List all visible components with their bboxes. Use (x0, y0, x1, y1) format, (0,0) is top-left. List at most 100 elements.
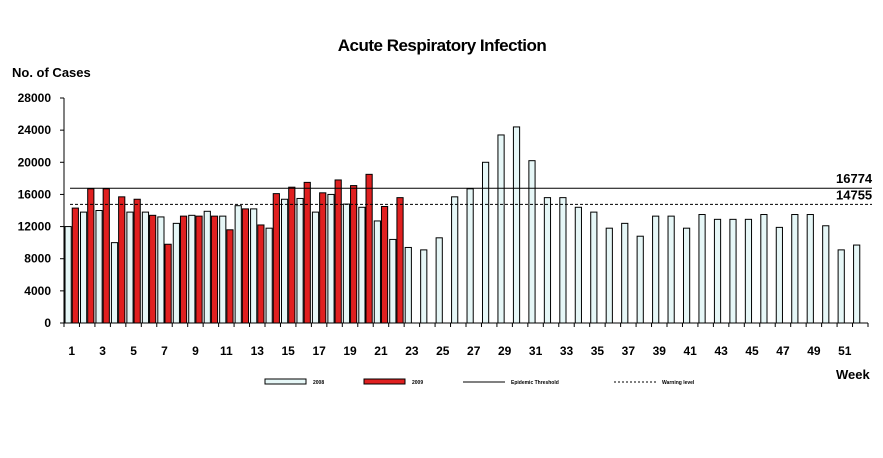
bar-2008-week-23 (404, 246, 412, 324)
bar-2009-week-9 (195, 215, 203, 324)
bars-group (64, 126, 861, 324)
y-tick-label-16000: 16000 (18, 187, 52, 201)
legend-swatch-2008 (264, 378, 307, 385)
bar-2009-week-11 (226, 229, 234, 324)
bar-2008-week-44 (729, 218, 737, 324)
bar-2008-week-14 (265, 227, 273, 324)
bar-2009-week-3 (102, 188, 110, 324)
x-tick-label-33: 33 (560, 344, 574, 358)
bar-2008-week-20 (358, 206, 366, 324)
x-tick-label-27: 27 (467, 344, 481, 358)
bar-2009-week-4 (118, 196, 126, 324)
x-tick-label-37: 37 (622, 344, 636, 358)
bar-2008-week-47 (775, 226, 783, 324)
bar-2008-week-6 (141, 211, 150, 324)
bar-2009-week-19 (350, 185, 358, 324)
bar-2008-week-34 (574, 206, 582, 324)
bar-2009-week-5 (133, 198, 141, 324)
ref-line-label-16774: 16774 (836, 171, 873, 186)
bar-2008-week-3 (95, 210, 103, 324)
x-tick-label-19: 19 (343, 344, 357, 358)
x-tick-label-47: 47 (776, 344, 790, 358)
bar-2008-week-45 (744, 218, 753, 324)
legend: 2008 2009 Epidemic Threshold Warning level (264, 378, 695, 386)
bar-2008-week-32 (543, 197, 552, 324)
bar-2009-week-6 (149, 214, 157, 324)
bar-2008-week-38 (636, 235, 644, 324)
bar-2008-week-41 (682, 227, 691, 324)
x-tick-label-15: 15 (282, 344, 296, 358)
bar-2008-week-7 (157, 216, 165, 324)
x-tick-label-43: 43 (714, 344, 728, 358)
bar-2009-week-13 (257, 224, 265, 324)
y-axis-label: No. of Cases (12, 65, 91, 80)
bar-2008-week-50 (822, 225, 830, 324)
x-tick-label-5: 5 (130, 344, 137, 358)
y-tick-label-12000: 12000 (18, 220, 52, 234)
bar-2008-week-42 (698, 214, 706, 324)
x-ticks: 1 3 5 7 9 11 13 15 17 19 21 23 25 27 29 31 33 35 37 39 41 43 4… (63, 323, 869, 358)
bar-2008-week-15 (280, 198, 289, 324)
x-tick-label-31: 31 (529, 344, 543, 358)
bar-2009-week-10 (210, 215, 219, 324)
bar-2008-week-4 (110, 242, 119, 324)
x-tick-label-3: 3 (99, 344, 106, 358)
legend-label-2009: 2009 (412, 380, 423, 386)
bar-2009-week-1 (71, 207, 79, 324)
bar-2008-week-46 (760, 214, 768, 324)
x-tick-label-23: 23 (405, 344, 419, 358)
bar-2009-week-8 (179, 215, 188, 324)
bar-2008-week-2 (79, 211, 88, 324)
bar-2009-week-12 (241, 208, 250, 324)
x-tick-label-29: 29 (498, 344, 512, 358)
x-tick-label-25: 25 (436, 344, 450, 358)
bar-2008-week-30 (512, 126, 521, 324)
x-tick-label-17: 17 (312, 344, 326, 358)
bar-2008-week-37 (621, 222, 629, 324)
x-tick-label-49: 49 (807, 344, 821, 358)
x-tick-label-9: 9 (192, 344, 199, 358)
bar-2008-week-52 (853, 244, 861, 324)
y-tick-label-28000: 28000 (18, 91, 52, 105)
y-tick-label-8000: 8000 (24, 252, 51, 266)
x-tick-label-1: 1 (68, 344, 75, 358)
x-tick-label-51: 51 (838, 344, 852, 358)
y-tick-label-0: 0 (44, 316, 51, 330)
x-tick-label-39: 39 (653, 344, 667, 358)
bar-2008-week-51 (837, 249, 845, 324)
bar-2008-week-8 (172, 222, 180, 324)
x-tick-label-11: 11 (220, 344, 233, 358)
y-tick-label-4000: 4000 (24, 284, 51, 298)
bar-2008-week-39 (652, 215, 660, 324)
bar-2008-week-35 (590, 211, 598, 324)
chart-title: Acute Respiratory Infection (338, 36, 547, 55)
bar-2008-week-28 (481, 161, 490, 324)
bar-2009-week-2 (87, 188, 95, 324)
bar-2008-week-17 (311, 211, 320, 324)
x-axis-label: Week (836, 367, 870, 382)
bar-2008-week-18 (327, 193, 335, 324)
bar-2009-week-17 (319, 192, 327, 324)
bar-2008-week-43 (713, 218, 722, 324)
bar-2009-week-22 (396, 197, 404, 324)
y-tick-label-20000: 20000 (18, 155, 52, 169)
bar-2008-week-1 (64, 226, 72, 324)
x-tick-label-41: 41 (684, 344, 698, 358)
bar-2009-week-18 (334, 179, 342, 324)
bar-2008-week-25 (435, 237, 443, 324)
bar-2008-week-24 (420, 249, 428, 324)
bar-2009-week-7 (164, 243, 172, 324)
bar-2008-week-26 (451, 196, 459, 324)
bar-2009-week-16 (303, 181, 311, 324)
bar-2008-week-48 (791, 214, 799, 324)
bar-2008-week-21 (373, 220, 381, 324)
bar-2008-week-31 (528, 160, 536, 324)
x-tick-label-35: 35 (591, 344, 605, 358)
bar-2009-week-14 (272, 193, 280, 324)
x-tick-label-21: 21 (374, 344, 388, 358)
bar-2008-week-36 (605, 227, 613, 324)
x-tick-label-7: 7 (161, 344, 168, 358)
bar-2008-week-27 (466, 188, 474, 324)
